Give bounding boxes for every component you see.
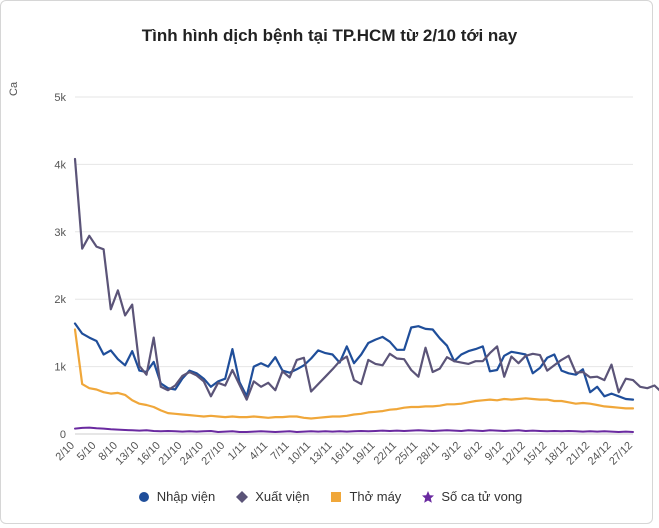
x-tick-label: 18/12 [543, 440, 571, 468]
legend-item-tho-may[interactable]: Thở máy [329, 489, 401, 504]
legend-item-xuat-vien[interactable]: Xuất viện [235, 489, 309, 504]
legend-marker-diamond [236, 490, 249, 503]
x-tick-label: 1/11 [226, 440, 249, 463]
x-tick-label: 24/12 [586, 440, 614, 468]
x-tick-label: 21/10 [156, 440, 184, 468]
y-tick-label: 0 [60, 429, 66, 441]
legend-marker-square [331, 491, 342, 502]
series-line-1 [73, 322, 635, 401]
series-line-2 [73, 157, 659, 401]
legend-marker-star [422, 490, 435, 503]
x-tick-label: 13/10 [114, 440, 142, 468]
x-tick-label: 12/12 [500, 440, 528, 468]
x-tick-label: 24/10 [178, 440, 206, 468]
x-tick-label: 5/10 [75, 440, 99, 464]
y-tick-label: 5k [54, 92, 66, 104]
x-tick-label: 25/11 [393, 440, 420, 467]
x-tick-label: 28/11 [415, 440, 442, 467]
chart-title: Tình hình dịch bệnh tại TP.HCM từ 2/10 t… [141, 26, 518, 45]
legend-label: Số ca tử vong [441, 489, 523, 504]
x-tick-label: 19/11 [350, 440, 377, 467]
x-tick-label: 15/12 [521, 440, 549, 468]
x-tick-label: 3/12 [440, 440, 464, 464]
x-tick-label: 22/11 [372, 440, 399, 467]
series-line-4 [74, 426, 634, 433]
x-tick-label: 27/12 [607, 440, 635, 468]
legend-marker-circle [138, 491, 149, 502]
y-tick-label: 3k [54, 227, 66, 239]
x-tick-label: 21/12 [564, 440, 592, 468]
y-tick-label: 2k [54, 294, 66, 306]
x-tick-label: 4/11 [247, 440, 270, 463]
x-tick-label: 2/10 [53, 440, 77, 464]
legend-item-so-ca-tu-vong[interactable]: Số ca tử vong [421, 489, 522, 504]
x-tick-label: 27/10 [199, 440, 227, 468]
legend-item-nhap-vien[interactable]: Nhập viện [137, 489, 216, 504]
x-tick-label: 13/11 [307, 440, 334, 467]
legend-label: Xuất viện [255, 489, 310, 504]
legend-label: Thở máy [349, 489, 402, 504]
x-tick-label: 10/11 [286, 440, 313, 467]
x-tick-label: 16/11 [329, 440, 356, 467]
y-tick-label: 4k [54, 159, 66, 171]
chart-legend: Nhập viện Xuất viện Thở máy Số ca tử von… [0, 489, 659, 504]
series-line-3 [73, 328, 635, 420]
y-tick-label: 1k [54, 362, 66, 374]
legend-label: Nhập viện [156, 489, 216, 504]
x-tick-label: 16/10 [135, 440, 163, 468]
x-tick-label: 6/12 [461, 440, 485, 464]
